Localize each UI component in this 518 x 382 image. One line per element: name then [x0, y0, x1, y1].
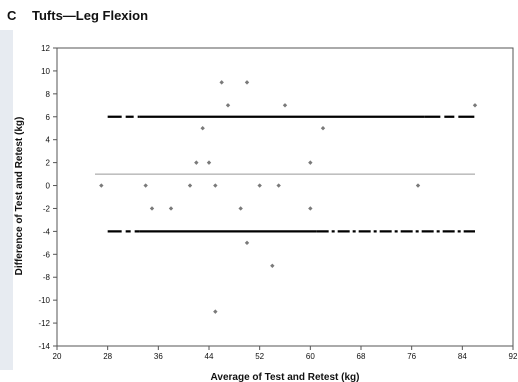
y-tick-label: 0 [46, 182, 51, 191]
y-tick-label: 8 [46, 90, 51, 99]
chart-title: Tufts—Leg Flexion [32, 8, 149, 23]
data-point [308, 206, 313, 211]
data-point [187, 183, 193, 188]
y-axis-ticks: 12 10 8 6 4 2 0 -2 -4 -6 -8 -10 -12 -14 [38, 44, 57, 351]
data-point [238, 206, 243, 211]
x-tick-label: 76 [407, 352, 416, 361]
y-tick-label: 4 [46, 136, 51, 145]
y-axis-label: Difference of Test and Retest (kg) [14, 117, 25, 276]
y-tick-label: 2 [46, 159, 51, 168]
y-tick-label: 10 [41, 67, 50, 76]
data-point [415, 183, 421, 188]
x-tick-label: 28 [103, 352, 112, 361]
panel-letter: C [7, 8, 17, 23]
plot-area [56, 47, 514, 347]
data-point [194, 160, 199, 165]
data-point [244, 240, 250, 246]
y-tick-label: -12 [38, 319, 50, 328]
data-points [99, 80, 478, 314]
x-tick-label: 20 [53, 352, 62, 361]
x-tick-label: 44 [205, 352, 214, 361]
reference-lines [95, 115, 475, 233]
y-tick-label: 6 [46, 113, 51, 122]
data-point [219, 80, 224, 85]
y-tick-label: -2 [43, 204, 51, 213]
data-point [472, 103, 478, 108]
data-point [257, 183, 262, 188]
x-tick-label: 68 [357, 352, 366, 361]
data-point [308, 160, 313, 165]
y-tick-label: -10 [38, 296, 50, 305]
data-point [225, 103, 231, 108]
x-tick-label: 36 [154, 352, 163, 361]
data-point [143, 183, 148, 188]
x-tick-label: 60 [306, 352, 315, 361]
x-tick-label: 52 [255, 352, 264, 361]
data-point [320, 126, 326, 131]
data-point [244, 80, 250, 85]
data-point [213, 309, 218, 314]
x-tick-label: 84 [458, 352, 467, 361]
data-point [206, 160, 212, 165]
x-tick-label: 92 [509, 352, 518, 361]
sidebar-strip [0, 30, 13, 370]
y-tick-label: -8 [43, 273, 51, 282]
y-tick-label: -14 [38, 342, 50, 351]
data-point [149, 206, 155, 211]
data-point [168, 206, 174, 211]
y-tick-label: 12 [41, 44, 50, 53]
y-tick-label: -6 [43, 250, 51, 259]
data-point [213, 183, 218, 188]
x-axis-ticks: 20 28 36 44 52 60 68 76 84 92 [53, 346, 518, 361]
data-point [270, 263, 275, 268]
x-axis-label: Average of Test and Retest (kg) [211, 372, 360, 382]
data-point [276, 183, 281, 188]
data-point [99, 183, 104, 188]
data-point [200, 126, 205, 131]
data-point [282, 103, 288, 108]
y-tick-label: -4 [43, 227, 51, 236]
